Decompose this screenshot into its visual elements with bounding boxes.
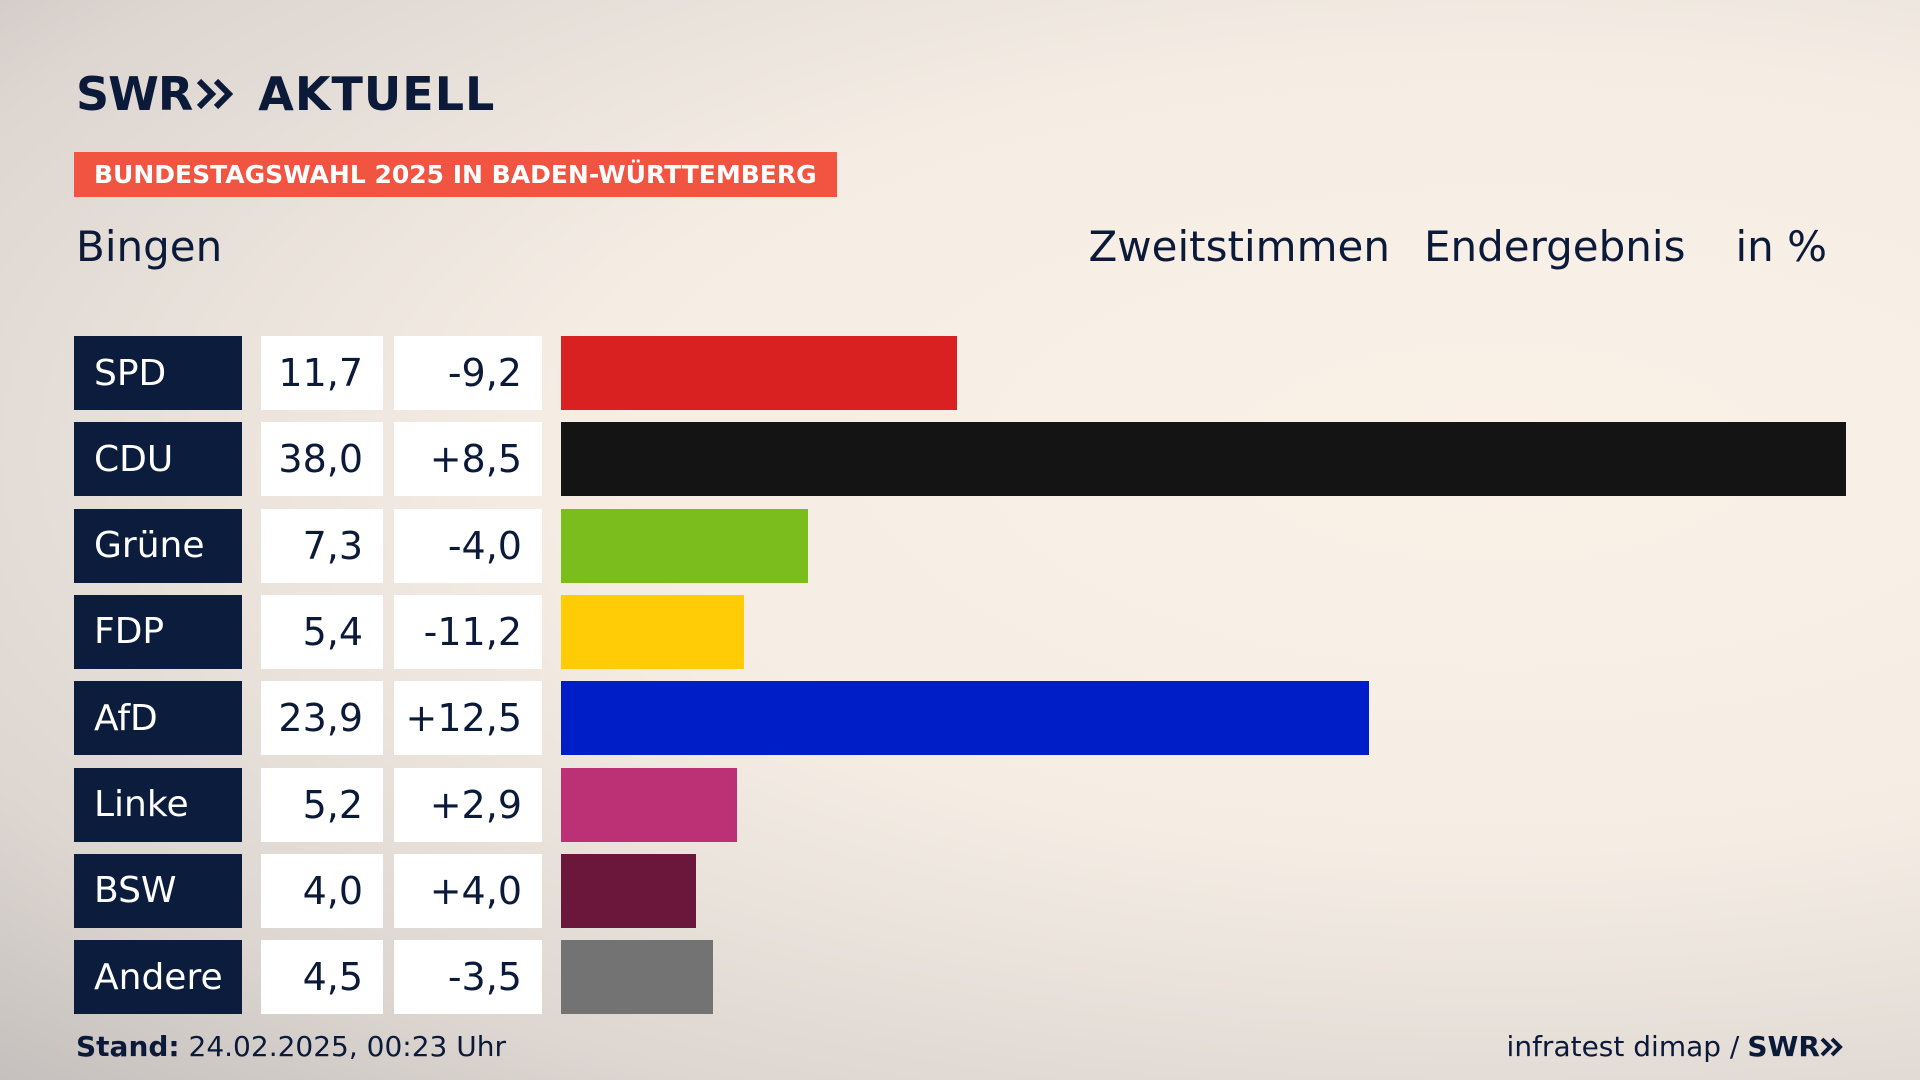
- party-label: AfD: [74, 681, 242, 756]
- vote-share-value: 4,5: [261, 940, 383, 1015]
- source-text: infratest dimap /: [1506, 1030, 1740, 1063]
- vote-share-value: 4,0: [261, 853, 383, 928]
- result-bar: [561, 940, 714, 1015]
- result-row: FDP 5,4 -11,2: [74, 594, 1846, 669]
- result-bar: [561, 594, 744, 669]
- vote-change-value: +12,5: [394, 681, 542, 756]
- vote-share-value: 38,0: [261, 422, 383, 497]
- result-bar: [561, 508, 808, 583]
- result-bar: [561, 681, 1370, 756]
- result-row: Grüne 7,3 -4,0: [74, 508, 1846, 583]
- swr-footer-logo: SWR: [1747, 1030, 1844, 1063]
- election-banner: BUNDESTAGSWAHL 2025 IN BADEN-WÜRTTEMBERG: [74, 152, 837, 197]
- result-row: AfD 23,9 +12,5: [74, 681, 1846, 756]
- result-bar: [561, 767, 737, 842]
- party-label: CDU: [74, 422, 242, 497]
- party-label: Andere: [74, 940, 242, 1015]
- vote-change-value: -11,2: [394, 594, 542, 669]
- vote-change-value: +2,9: [394, 767, 542, 842]
- result-bar: [561, 853, 697, 928]
- result-bar: [561, 422, 1846, 497]
- vote-share-value: 7,3: [261, 508, 383, 583]
- vote-change-value: +8,5: [394, 422, 542, 497]
- place-name: Bingen: [76, 222, 223, 271]
- vote-change-value: -3,5: [394, 940, 542, 1015]
- vote-share-value: 5,2: [261, 767, 383, 842]
- swr-footer-logo-text: SWR: [1747, 1030, 1820, 1063]
- vote-share-value: 11,7: [261, 336, 383, 410]
- result-row: Linke 5,2 +2,9: [74, 767, 1846, 842]
- vote-share-value: 5,4: [261, 594, 383, 669]
- party-label: FDP: [74, 594, 242, 669]
- stand-label: Stand:: [76, 1030, 180, 1063]
- unit-label: in %: [1735, 222, 1827, 271]
- timestamp: Stand: 24.02.2025, 00:23 Uhr: [76, 1030, 506, 1063]
- vote-type-label: Zweitstimmen: [1088, 222, 1390, 271]
- result-row: BSW 4,0 +4,0: [74, 853, 1846, 928]
- vote-change-value: -9,2: [394, 336, 542, 410]
- swr-logo: SWR: [76, 67, 236, 121]
- vote-change-value: +4,0: [394, 853, 542, 928]
- double-chevron-icon: [1820, 1037, 1843, 1056]
- source-credit: infratest dimap / SWR: [1507, 1030, 1844, 1063]
- result-status-label: Endergebnis: [1423, 222, 1686, 271]
- result-row: SPD 11,7 -9,2: [74, 336, 1846, 410]
- double-chevron-icon: [196, 77, 236, 111]
- chart-heading: Zweitstimmen Endergebnis in %: [1089, 222, 1827, 271]
- result-row: CDU 38,0 +8,5: [74, 422, 1846, 497]
- vote-change-value: -4,0: [394, 508, 542, 583]
- party-label: BSW: [74, 853, 242, 928]
- result-bar: [561, 336, 957, 410]
- vote-share-value: 23,9: [261, 681, 383, 756]
- party-label: Grüne: [74, 508, 242, 583]
- stand-value: 24.02.2025, 00:23 Uhr: [188, 1030, 506, 1063]
- swr-logo-text: SWR: [76, 67, 193, 121]
- result-row: Andere 4,5 -3,5: [74, 940, 1846, 1015]
- aktuell-logo-text: AKTUELL: [258, 67, 496, 121]
- swr-aktuell-logo: SWR AKTUELL: [76, 64, 495, 124]
- party-label: Linke: [74, 767, 242, 842]
- party-label: SPD: [74, 336, 242, 410]
